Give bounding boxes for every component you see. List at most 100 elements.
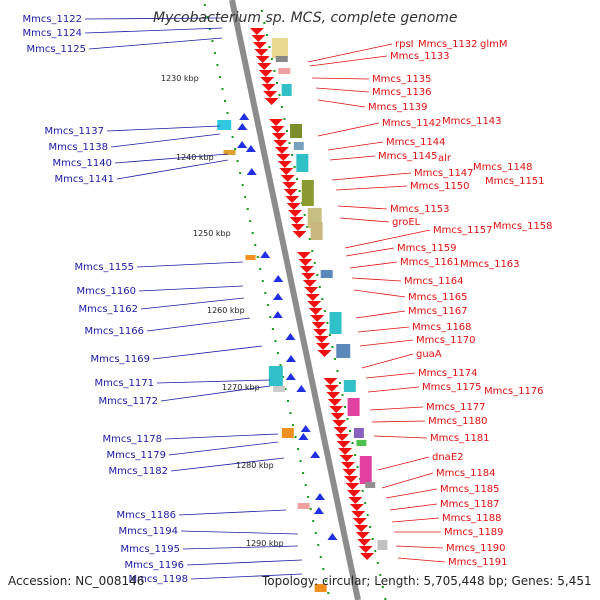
right-label-connector bbox=[395, 545, 444, 549]
right-gene-label: Mmcs_1133 bbox=[390, 51, 450, 62]
right-label-connector bbox=[317, 99, 366, 108]
right-gene-label: Mmcs_1170 bbox=[416, 335, 476, 346]
left-gene-label: Mmcs_1124 bbox=[22, 28, 82, 39]
ruler-tick bbox=[376, 562, 379, 564]
left-label-connector bbox=[114, 153, 229, 164]
right-label-connector bbox=[373, 435, 428, 439]
forward-gene-arrow bbox=[310, 451, 321, 458]
left-label-connector bbox=[160, 385, 271, 402]
scale-tick-label: 1240 kbp bbox=[176, 153, 214, 162]
left-label-connector bbox=[116, 159, 229, 180]
gene-feature-block bbox=[271, 38, 288, 58]
ruler-tick bbox=[276, 352, 279, 354]
right-gene-label: Mmcs_1153 bbox=[390, 204, 450, 215]
ruler-tick bbox=[354, 454, 357, 456]
forward-gene-arrow bbox=[315, 493, 325, 500]
reverse-gene-arrow bbox=[305, 294, 320, 301]
forward-gene-arrow bbox=[246, 168, 257, 175]
ruler-tick bbox=[264, 292, 267, 294]
left-label-connector bbox=[152, 345, 263, 360]
left-gene-label: Mmcs_1172 bbox=[98, 396, 158, 407]
right-label-connector bbox=[367, 386, 420, 393]
reverse-gene-arrow bbox=[310, 315, 325, 322]
ruler-tick bbox=[331, 346, 334, 348]
ruler-tick bbox=[304, 484, 307, 486]
right-gene-label: alr bbox=[438, 153, 452, 164]
right-gene-label: Mmcs_1188 bbox=[442, 513, 502, 524]
ruler-tick bbox=[286, 130, 289, 132]
left-gene-label: Mmcs_1178 bbox=[102, 434, 162, 445]
ruler-tick bbox=[263, 22, 266, 24]
ruler-tick bbox=[261, 280, 264, 282]
ruler-tick bbox=[341, 394, 344, 396]
right-gene-label: Mmcs_1139 bbox=[368, 102, 428, 113]
reverse-gene-arrow bbox=[260, 77, 275, 84]
right-label-connector bbox=[351, 277, 402, 282]
reverse-gene-arrow bbox=[276, 154, 291, 161]
ruler-tick bbox=[328, 334, 331, 336]
right-label-connector bbox=[359, 339, 414, 347]
right-gene-label: Mmcs_1189 bbox=[444, 527, 504, 538]
ruler-tick bbox=[275, 82, 278, 84]
ruler-tick bbox=[293, 166, 296, 168]
right-gene-label: Mmcs_1148 bbox=[473, 162, 533, 173]
left-gene-label: Mmcs_1196 bbox=[124, 560, 184, 571]
left-gene-label: Mmcs_1195 bbox=[120, 544, 180, 555]
ruler-tick bbox=[259, 268, 262, 270]
left-gene-label: Mmcs_1160 bbox=[76, 286, 136, 297]
right-gene-label: dnaE2 bbox=[432, 452, 464, 463]
genome-axis bbox=[229, 0, 361, 600]
right-gene-label: Mmcs_1147 bbox=[414, 168, 474, 179]
reverse-gene-arrow bbox=[360, 553, 375, 560]
right-label-connector bbox=[361, 353, 414, 369]
reverse-gene-arrow bbox=[351, 511, 366, 518]
reverse-gene-arrow bbox=[357, 539, 372, 546]
reverse-gene-arrow bbox=[348, 497, 363, 504]
reverse-gene-arrow bbox=[317, 350, 332, 357]
forward-gene-arrow bbox=[327, 533, 338, 540]
ruler-tick bbox=[279, 364, 282, 366]
right-gene-label: Mmcs_1159 bbox=[397, 243, 457, 254]
right-label-connector bbox=[309, 55, 388, 67]
ruler-tick bbox=[203, 4, 206, 6]
right-label-connector bbox=[329, 155, 376, 161]
ruler-tick bbox=[269, 316, 272, 318]
ruler-tick bbox=[213, 52, 216, 54]
left-label-connector bbox=[186, 559, 303, 566]
left-label-connector bbox=[138, 285, 244, 292]
scale-tick-label: 1280 kbp bbox=[236, 461, 274, 470]
ruler-tick bbox=[322, 568, 325, 570]
left-gene-label: Mmcs_1137 bbox=[44, 126, 104, 137]
forward-gene-arrow bbox=[286, 355, 297, 362]
ruler-tick bbox=[268, 46, 271, 48]
reverse-gene-arrow bbox=[314, 336, 329, 343]
reverse-gene-arrow bbox=[279, 168, 294, 175]
forward-gene-arrow bbox=[298, 433, 309, 440]
right-gene-label: Mmcs_1167 bbox=[408, 306, 468, 317]
right-gene-label: Mmcs_1161 bbox=[400, 257, 460, 268]
reverse-gene-arrow bbox=[289, 217, 304, 224]
forward-gene-arrow bbox=[260, 251, 271, 258]
right-gene-label: guaA bbox=[416, 349, 442, 360]
left-gene-label: Mmcs_1179 bbox=[106, 450, 166, 461]
ruler-tick bbox=[291, 154, 294, 156]
ruler-tick bbox=[288, 142, 291, 144]
reverse-gene-arrow bbox=[352, 518, 367, 525]
ruler-tick bbox=[303, 214, 306, 216]
ruler-tick bbox=[221, 88, 224, 90]
reverse-gene-arrow bbox=[330, 413, 345, 420]
ruler-tick bbox=[327, 592, 330, 594]
right-label-connector bbox=[377, 456, 430, 471]
gene-feature-block bbox=[336, 344, 351, 358]
forward-gene-arrow bbox=[273, 275, 284, 282]
left-gene-label: Mmcs_1169 bbox=[90, 354, 150, 365]
ruler-tick bbox=[311, 250, 314, 252]
left-label-connector bbox=[180, 530, 299, 535]
ruler-tick bbox=[249, 220, 252, 222]
reverse-gene-arrow bbox=[332, 420, 347, 427]
ruler-tick bbox=[371, 538, 374, 540]
ruler-tick bbox=[260, 10, 263, 12]
ruler-tick bbox=[239, 172, 242, 174]
right-gene-label: Mmcs_1142 bbox=[382, 118, 442, 129]
right-gene-label: Mmcs_1181 bbox=[430, 433, 490, 444]
